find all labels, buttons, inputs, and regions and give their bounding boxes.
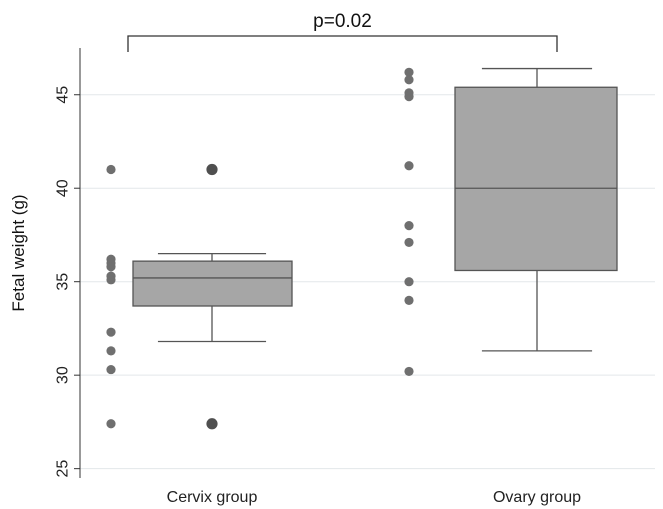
significance-annotation: p=0.02 (127, 11, 558, 52)
box-body-1 (132, 260, 293, 307)
category-label-2: Ovary group (493, 489, 581, 506)
y-axis-ticks: 25 30 35 40 45 (55, 86, 80, 478)
data-point-2-6 (404, 221, 414, 231)
box-body-2 (454, 86, 618, 272)
data-point-2-8 (404, 277, 414, 287)
data-point-1-4 (106, 262, 116, 272)
data-point-2-2 (404, 75, 414, 85)
box-2 (454, 67, 618, 352)
y-tick-label-40: 40 (55, 179, 72, 197)
data-point-1-9 (106, 364, 116, 375)
data-point-2-10 (404, 366, 414, 377)
data-point-2-9 (404, 295, 414, 305)
data-point-1-6 (106, 275, 116, 285)
y-tick-label-25: 25 (55, 460, 72, 478)
data-point-2-7 (404, 237, 414, 248)
significance-bracket (127, 35, 558, 52)
data-point-2-5 (404, 161, 414, 171)
box-1 (132, 163, 293, 430)
data-point-2-1 (404, 67, 414, 77)
data-point-1-10 (106, 419, 116, 429)
y-tick-label-30: 30 (55, 366, 72, 384)
data-point-1-1 (106, 164, 116, 175)
p-value-label: p=0.02 (313, 11, 372, 32)
category-labels: Cervix group Ovary group (167, 489, 581, 506)
data-point-2-4 (404, 92, 414, 102)
data-point-1-7 (106, 327, 116, 337)
outlier-1-1 (206, 163, 218, 176)
category-label-1: Cervix group (167, 489, 258, 506)
data-point-1-8 (106, 346, 116, 356)
y-axis-title: Fetal weight (g) (9, 194, 28, 311)
outlier-1-2 (206, 418, 218, 430)
y-tick-label-35: 35 (55, 273, 72, 291)
raw-data-points (106, 67, 414, 429)
boxes (132, 67, 618, 430)
y-tick-label-45: 45 (55, 86, 72, 104)
